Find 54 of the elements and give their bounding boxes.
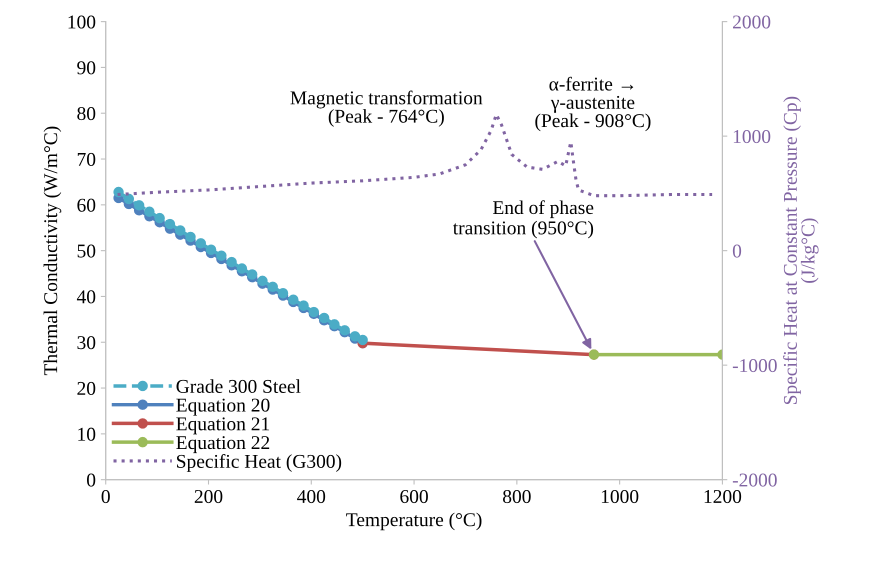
y2-tick-label: -1000 <box>732 358 777 372</box>
x-tick-label: 1200 <box>704 490 742 504</box>
point <box>185 232 196 242</box>
y-tick-label: 50 <box>78 244 96 258</box>
point <box>357 334 368 346</box>
y-tick-label: 60 <box>77 198 96 212</box>
legend-label: Equation 20 <box>176 398 270 416</box>
point <box>318 312 330 324</box>
y-axis-title: Thermal Conductivity (W/m°C) <box>44 126 62 376</box>
point <box>257 276 268 286</box>
legend-label: Equation 22 <box>176 436 270 454</box>
y-tick-label: 90 <box>77 61 96 74</box>
x-tick-label: 600 <box>400 490 428 504</box>
x-tick-label: 400 <box>297 490 326 504</box>
x-tick-label: 1000 <box>602 490 638 504</box>
y-tick-label: 0 <box>87 473 96 487</box>
y2-tick-label: 0 <box>732 244 742 258</box>
x-tick-label: 0 <box>102 490 110 504</box>
y-tick-label: 30 <box>77 336 96 350</box>
point <box>298 300 309 311</box>
point <box>288 294 299 305</box>
point <box>134 200 144 211</box>
point <box>144 206 155 217</box>
point <box>246 269 258 280</box>
point <box>124 194 134 204</box>
point <box>226 256 237 268</box>
y2-tick-label: 1000 <box>734 130 770 144</box>
legend-label: Grade 300 Steel <box>176 379 301 393</box>
x-axis-title: Temperature (°C) <box>346 512 482 530</box>
point <box>196 238 206 249</box>
annotation: End of phase transition (950°C) <box>452 200 594 238</box>
annotation: Magnetic transformation (Peak - 764°C) <box>290 90 482 127</box>
point <box>278 288 288 298</box>
point <box>164 218 176 230</box>
y2-tick-label: 2000 <box>732 15 770 29</box>
point <box>206 244 216 255</box>
y2-tick-label: -2000 <box>732 473 777 487</box>
point <box>216 250 227 261</box>
y-tick-label: 70 <box>78 152 96 166</box>
y-tick-label: 100 <box>68 15 96 29</box>
legend-label: Specific Heat (G300) <box>177 454 342 472</box>
x-tick-label: 800 <box>503 490 531 504</box>
point <box>236 263 248 274</box>
point <box>154 212 165 224</box>
point <box>175 225 186 236</box>
y-tick-label: 40 <box>76 290 96 304</box>
x-tick-label: 200 <box>194 490 222 504</box>
point <box>268 282 278 292</box>
y-tick-label: 10 <box>78 428 96 441</box>
y-tick-label: 20 <box>77 382 96 395</box>
annotation: α-ferrite → γ-austenite (Peak - 908°C) <box>535 76 650 132</box>
y2-axis-title: Specific Heat at Constant Pressure (Cp) (J/kg°C) <box>783 96 819 404</box>
legend-label: Equation 21 <box>176 417 270 434</box>
y-tick-label: 80 <box>77 107 96 120</box>
